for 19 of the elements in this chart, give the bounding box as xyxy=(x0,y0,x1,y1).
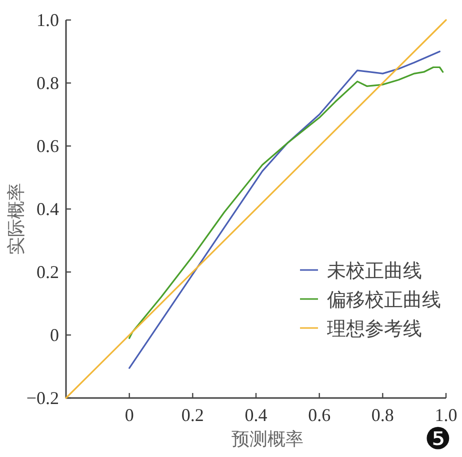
x-tick-label: 0.2 xyxy=(181,405,204,425)
legend-label: 偏移校正曲线 xyxy=(327,290,441,311)
x-axis-title: 预测概率 xyxy=(232,429,304,449)
x-tick-label: 0.6 xyxy=(308,405,331,425)
y-tick-label: 0.2 xyxy=(36,262,59,282)
y-tick-label: 0 xyxy=(50,325,59,345)
x-tick-label: 0.4 xyxy=(244,405,268,425)
y-tick-label: −0.2 xyxy=(26,388,59,408)
x-tick-label: 0.8 xyxy=(371,405,394,425)
text: ❺ xyxy=(424,422,452,457)
y-tick-label: 1.0 xyxy=(36,10,59,30)
y-tick-label: 0.8 xyxy=(36,73,59,93)
legend-label: 未校正曲线 xyxy=(327,261,422,282)
legend-label: 理想参考线 xyxy=(327,319,422,340)
y-tick-label: 0.4 xyxy=(36,199,59,219)
y-tick-label: 0.6 xyxy=(36,136,59,156)
x-tick-label: 1.0 xyxy=(434,405,458,425)
y-axis-title: 实际概率 xyxy=(6,183,26,255)
x-tick-label: 0 xyxy=(124,405,134,425)
